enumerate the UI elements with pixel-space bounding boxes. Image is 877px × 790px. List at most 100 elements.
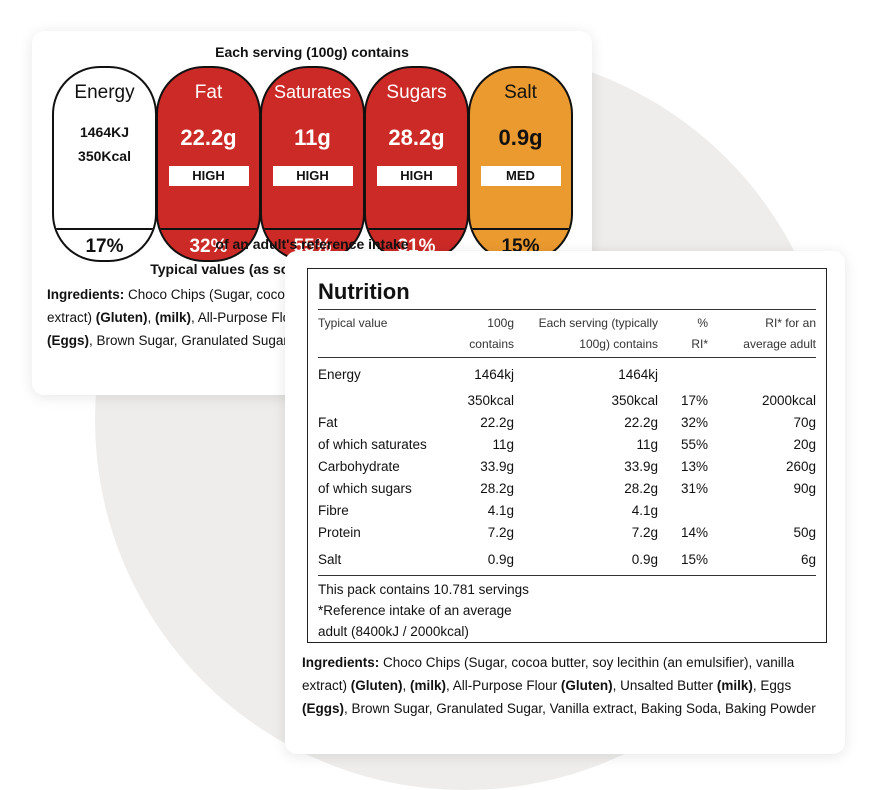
sugars-level-badge: HIGH (376, 166, 457, 186)
nutrition-cell-ri: 90g (793, 481, 816, 496)
saturates-value: 11g (294, 125, 331, 150)
salt-value: 0.9g (498, 125, 543, 150)
header-per100-line2: contains (469, 337, 514, 351)
nutrition-title: Nutrition (318, 279, 410, 304)
fat-value: 22.2g (180, 125, 237, 150)
nutrition-cell-pct: 31% (680, 481, 708, 496)
nutrition-cell-ri: 2000kcal (761, 393, 816, 408)
salt-label: Salt (504, 82, 537, 103)
ingredients-part: , (402, 678, 411, 693)
header-ri-line1: RI* for an (765, 316, 816, 330)
nutrition-cell-name: of which sugars (318, 481, 412, 496)
nutrition-cell-name: Fibre (318, 503, 349, 518)
nutrition-cell-per100: 4.1g (487, 503, 514, 518)
nutrition-cell-ri: 70g (793, 415, 816, 430)
ingredients-part: , Brown Sugar, Granulated Sugar, Vanilla… (344, 701, 816, 716)
sugars-value: 28.2g (388, 125, 445, 150)
nutrition-cell-per100: 22.2g (480, 415, 514, 430)
nutrition-cell-pct: 17% (680, 393, 708, 408)
nutrition-cell-ri: 20g (793, 437, 816, 452)
ingredients-part: , All-Purpose Flour (191, 310, 306, 325)
allergen-gluten: (Gluten) (95, 310, 148, 325)
allergen-eggs: (Eggs) (47, 333, 89, 348)
divider (318, 309, 816, 310)
nutrition-card: Nutrition Typical value 100g contains Ea… (285, 251, 845, 754)
reference-intake-note: of an adult's reference intake (215, 236, 409, 252)
ri-note-line2: adult (8400kJ / 2000kcal) (318, 624, 469, 639)
salt-pill: Salt 0.9g MED 15% (468, 66, 573, 262)
ingredients-part: , Unsalted Butter (612, 678, 717, 693)
allergen-gluten: (Gluten) (350, 678, 403, 693)
divider (318, 575, 816, 576)
energy-kj: 1464KJ (79, 124, 130, 140)
header-typical-value: Typical value (318, 316, 388, 330)
nutrition-cell-serving: 7.2g (631, 525, 658, 540)
fat-pct: 32% (189, 236, 228, 257)
ingredients-heading: Ingredients: (47, 287, 125, 302)
nutrition-cell-name: Energy (318, 367, 361, 382)
nutrition-cell-ri: 6g (800, 552, 816, 567)
pill-divider (158, 228, 259, 230)
sugars-pill: Sugars 28.2g HIGH 31% (364, 66, 469, 262)
allergen-milk: (milk) (410, 678, 447, 693)
nutrition-cell-per100: 7.2g (487, 525, 514, 540)
nutrition-cell-name: Fat (318, 415, 338, 430)
fat-label: Fat (194, 82, 223, 103)
nutrition-cell-pct: 14% (680, 525, 708, 540)
servings-note: This pack contains 10.781 servings (318, 582, 529, 597)
nutrition-cell-serving: 22.2g (624, 415, 658, 430)
nutrition-cell-per100: 33.9g (480, 459, 514, 474)
ingredients-text: Ingredients: Choco Chips (Sugar, cocoa b… (302, 651, 832, 720)
nutrition-cell-ri: 50g (793, 525, 816, 540)
fat-pill: Fat 22.2g HIGH 32% (156, 66, 261, 262)
nutrition-cell-pct: 32% (680, 415, 708, 430)
nutrition-cell-ri: 260g (785, 459, 816, 474)
saturates-label: Saturates (273, 82, 352, 102)
divider (318, 357, 816, 358)
nutrition-cell-serving: 28.2g (624, 481, 658, 496)
nutrition-cell-pct: 15% (680, 552, 708, 567)
ingredients-heading: Ingredients: (302, 655, 380, 670)
nutrition-cell-per100: 350kcal (467, 393, 514, 408)
allergen-gluten: (Gluten) (560, 678, 613, 693)
nutrition-cell-serving: 11g (636, 437, 658, 452)
nutrition-cell-serving: 33.9g (624, 459, 658, 474)
allergen-milk: (milk) (155, 310, 192, 325)
nutrition-cell-serving: 350kcal (611, 393, 658, 408)
pill-divider (366, 228, 467, 230)
serving-header: Each serving (100g) contains (215, 44, 409, 60)
traffic-light-card: Each serving (100g) contains Energy 1464… (32, 31, 592, 395)
energy-pct: 17% (85, 236, 124, 257)
ingredients-part: , Eggs (752, 678, 792, 693)
pill-divider (54, 228, 155, 230)
header-serving-line1: Each serving (typically (538, 316, 658, 330)
nutrition-cell-serving: 1464kj (618, 367, 658, 382)
nutrition-cell-serving: 0.9g (631, 552, 658, 567)
salt-level-badge: MED (480, 166, 561, 186)
energy-kcal: 350Kcal (78, 148, 131, 164)
header-pct-line2: RI* (691, 337, 708, 351)
nutrition-cell-name: of which saturates (318, 437, 427, 452)
energy-pill: Energy 1464KJ 350Kcal 17% (52, 66, 157, 262)
nutrition-table: Nutrition Typical value 100g contains Ea… (307, 268, 827, 643)
nutrition-cell-per100: 11g (492, 437, 514, 452)
saturates-pill: Saturates 11g HIGH 55% (260, 66, 365, 262)
nutrition-cell-per100: 1464kj (474, 367, 514, 382)
allergen-milk: (milk) (716, 678, 753, 693)
header-pct-line1: % (697, 316, 708, 330)
energy-label: Energy (74, 82, 135, 103)
nutrition-cell-serving: 4.1g (631, 503, 658, 518)
header-per100-line1: 100g (487, 316, 514, 330)
nutrition-cell-pct: 55% (680, 437, 708, 452)
sugars-label: Sugars (386, 82, 447, 103)
nutrition-cell-per100: 0.9g (487, 552, 514, 567)
nutrition-cell-per100: 28.2g (480, 481, 514, 496)
fat-level-badge: HIGH (168, 166, 249, 186)
saturates-level-badge: HIGH (272, 166, 353, 186)
nutrition-cell-name: Carbohydrate (318, 459, 400, 474)
pill-divider (262, 228, 363, 230)
pill-divider (470, 228, 571, 230)
nutrition-cell-pct: 13% (680, 459, 708, 474)
ingredients-part: Choco Chips (Sugar, cocoa butter, soy le… (302, 655, 795, 693)
header-serving-line2: 100g) contains (579, 337, 658, 351)
